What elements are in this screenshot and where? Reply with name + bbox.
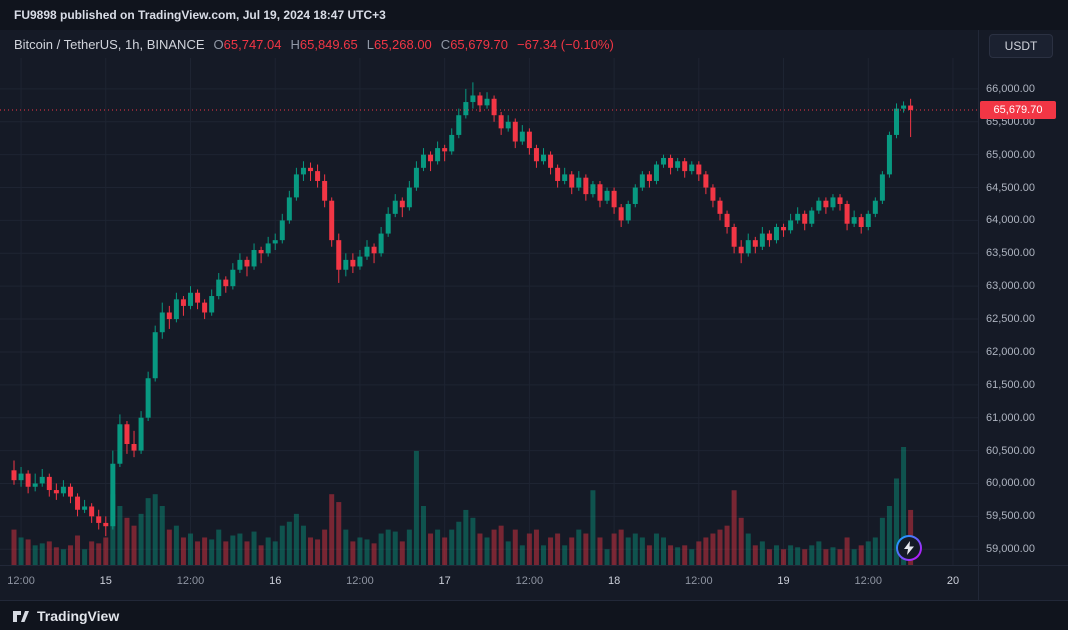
time-axis-label: 12:00 [176,575,205,587]
price-axis-divider [978,30,979,600]
last-price-badge: 65,679.70 [980,100,1056,119]
currency-toggle-button[interactable]: USDT [989,34,1053,58]
high-value: 65,849.65 [299,37,358,52]
price-axis-label: 63,500.00 [986,247,1035,260]
tradingview-brand-text[interactable]: TradingView [37,607,120,624]
open-label: O [213,37,224,52]
change-value: −67.34 (−0.10%) [517,37,614,52]
price-axis-label: 64,000.00 [986,214,1035,227]
price-axis-label: 59,000.00 [986,543,1035,556]
price-axis-label: 61,500.00 [986,378,1035,391]
publish-bar: FU9898 published on TradingView.com, Jul… [0,0,1068,30]
price-axis-label: 60,000.00 [986,477,1035,490]
price-axis-label: 65,000.00 [986,148,1035,161]
time-axis-label: 19 [777,575,790,587]
time-axis-divider [0,565,1068,566]
time-axis-label: 18 [607,575,621,587]
time-axis[interactable]: 12:00 15 12:00 16 12:00 17 12:00 18 12:00 19 12:00… [0,566,978,600]
low-value: 65,268.00 [373,37,432,52]
boost-flash-icon[interactable] [896,535,922,561]
open-value: 65,747.04 [223,37,282,52]
price-axis-label: 62,000.00 [986,345,1035,358]
time-axis-label: 16 [269,575,282,587]
time-axis-label: 12:00 [854,575,883,587]
lightning-bolt-icon [904,541,914,555]
price-axis-label: 64,500.00 [986,181,1035,194]
time-axis-label: 20 [946,575,960,587]
price-axis[interactable]: 65,679.70 66,000.00 65,500.00 65,000.00 64,… [978,58,1068,565]
symbol-header: Bitcoin / TetherUS, 1h, BINANCE O 65,747… [14,37,614,52]
price-axis-label: 61,000.00 [986,411,1035,424]
price-axis-label: 66,000.00 [986,82,1035,95]
time-axis-label: 12:00 [515,575,544,587]
close-value: 65,679.70 [450,37,509,52]
price-axis-label: 63,000.00 [986,280,1035,293]
time-axis-label: 17 [438,575,451,587]
low-label: L [366,37,374,52]
symbol-title: Bitcoin / TetherUS, 1h, BINANCE [14,37,205,52]
time-axis-label: 12:00 [7,575,35,587]
footer-bar: TradingView [0,600,1068,630]
price-axis-label: 62,500.00 [986,313,1035,326]
price-chart-canvas[interactable] [0,58,978,565]
high-label: H [290,37,300,52]
time-axis-label: 12:00 [346,575,374,587]
time-axis-label: 12:00 [685,575,713,587]
publish-bar-text: FU9898 published on TradingView.com, Jul… [14,8,386,22]
price-axis-label: 59,500.00 [986,510,1035,523]
tradingview-logo-icon[interactable] [12,607,30,625]
time-axis-label: 15 [99,575,112,587]
chart-area: Bitcoin / TetherUS, 1h, BINANCE O 65,747… [0,30,1068,600]
close-label: C [440,37,451,52]
price-axis-label: 60,500.00 [986,444,1035,457]
